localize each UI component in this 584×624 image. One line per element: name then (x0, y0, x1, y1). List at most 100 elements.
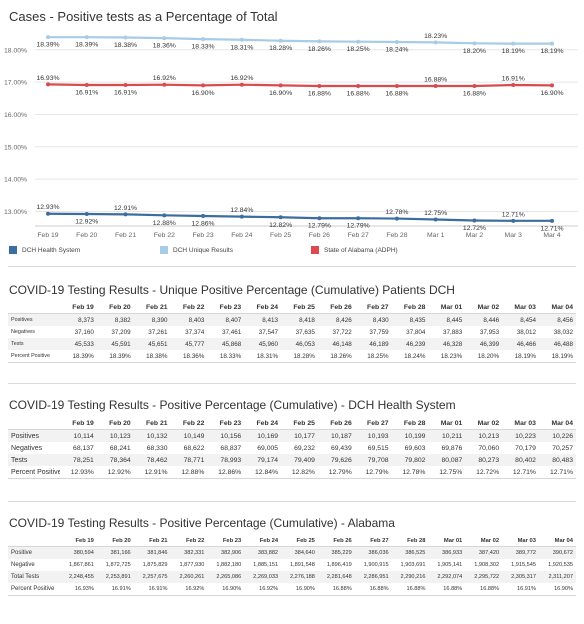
data-point (162, 82, 167, 87)
table-row: Positive 380,594 381,166 381,846 382,331 382,… (8, 546, 576, 559)
table-cell: 10,187 (317, 429, 355, 442)
column-header: Feb 20 (109, 420, 131, 427)
data-label: 18.39% (75, 42, 98, 49)
table-cell: 16.91% (96, 583, 134, 596)
data-label: 18.26% (308, 46, 331, 53)
row-label: Negatives (11, 329, 35, 335)
data-point (278, 38, 283, 43)
table-dch-health-system: Feb 19 Feb 20 Feb 21 Feb 22 Feb 23 Feb 24 Feb … (8, 418, 576, 479)
data-point (239, 214, 244, 219)
column-header: Mar 04 (551, 304, 573, 311)
table-cell: 12.86% (207, 466, 245, 479)
column-header: Feb 20 (109, 304, 131, 311)
table-cell: 16.88% (317, 583, 355, 596)
legend-item-state-of-alabama[interactable]: State of Alabama (ADPH) (311, 246, 398, 254)
data-label: 18.20% (463, 48, 486, 55)
table-cell: 8,390 (133, 313, 171, 326)
column-header: Feb 25 (293, 420, 315, 427)
table-cell: 12.71% (502, 466, 539, 479)
table-row: Tests 78,251 78,364 78,462 78,771 78,993 79,17… (8, 454, 576, 466)
data-label: 16.90% (540, 90, 563, 97)
table-cell: 10,114 (60, 429, 97, 442)
table-cell: 18.33% (207, 350, 245, 363)
data-label: 12.82% (269, 222, 292, 229)
data-point (394, 216, 399, 221)
data-point (201, 213, 206, 218)
table-cell: 18.23% (428, 350, 466, 363)
table-cell: 79,409 (281, 454, 318, 466)
table-cell: 18.39% (96, 350, 134, 363)
table-cell: 10,123 (96, 429, 134, 442)
data-label: 18.38% (114, 42, 137, 49)
table-row: Percent Positive 16.93% 16.91% 16.91% 16.92%… (8, 583, 576, 596)
data-label: 16.92% (153, 75, 176, 82)
y-tick-label: 17.00% (4, 80, 27, 87)
data-label: 12.84% (230, 207, 253, 214)
row-label: Tests (8, 338, 60, 350)
table-cell: 1,867,861 (68, 562, 94, 568)
table-cell: 79,626 (317, 454, 355, 466)
data-label: 16.91% (75, 90, 98, 97)
table-cell: 45,651 (133, 338, 171, 350)
table-cell: 69,876 (441, 444, 463, 452)
column-header: Feb 22 (186, 537, 205, 544)
table-row: Percent Positive 18.39% 18.39% 18.38% 18.36%… (8, 350, 576, 363)
table-cell: 16.93% (60, 583, 97, 596)
column-header: Feb 19 (72, 304, 94, 311)
table-cell: 1,896,419 (326, 562, 352, 568)
table-cell: 18.28% (281, 350, 318, 363)
table-cell: 384,640 (281, 546, 318, 559)
legend-item-dch-unique-results[interactable]: DCH Unique Results (160, 246, 233, 254)
column-header: Mar 01 (443, 537, 463, 544)
data-point (162, 213, 167, 218)
table-cell: 8,430 (354, 313, 392, 326)
data-label: 12.75% (424, 210, 447, 217)
row-label-header (8, 302, 60, 314)
section-divider (8, 383, 576, 384)
table-cell: 387,420 (465, 546, 503, 559)
table-cell: 68,837 (220, 444, 242, 452)
table-cell: 10,132 (133, 429, 171, 442)
legend-item-dch-health-system[interactable]: DCH Health System (9, 246, 80, 254)
table-cell: 1,908,302 (474, 562, 500, 568)
table-cell: 12.82% (281, 466, 318, 479)
table-cell: 69,515 (367, 444, 389, 452)
table-cell: 380,594 (60, 546, 97, 559)
table-cell: 70,179 (515, 444, 536, 452)
table-cell: 18.24% (391, 350, 429, 363)
row-label-header (8, 418, 60, 430)
table-cell: 46,399 (465, 338, 503, 350)
table-cell: 10,149 (170, 429, 208, 442)
column-header: Feb 19 (72, 420, 94, 427)
table-cell: 70,257 (552, 444, 573, 452)
table-cell: 382,331 (170, 546, 208, 559)
data-point (356, 39, 361, 44)
table-cell: 69,439 (330, 444, 352, 452)
table-cell: 80,402 (502, 454, 539, 466)
table-cell: 69,603 (404, 444, 426, 452)
table-cell: 8,373 (60, 313, 97, 326)
data-label: 16.93% (36, 75, 59, 82)
column-header: Feb 23 (219, 304, 242, 311)
table-cell: 80,273 (465, 454, 503, 466)
table-cell: 46,239 (391, 338, 429, 350)
table-cell: 38,032 (553, 328, 573, 336)
y-tick-label: 14.00% (4, 177, 27, 184)
table-cell: 8,426 (317, 313, 355, 326)
data-point (46, 82, 50, 87)
column-header: Mar 04 (551, 420, 573, 427)
table-cell: 12.79% (354, 466, 392, 479)
data-point (278, 83, 283, 88)
table-cell: 2,265,086 (207, 571, 245, 583)
table-cell: 37,759 (369, 328, 389, 336)
table-cell: 12.88% (170, 466, 208, 479)
row-label: Percent Positive (8, 583, 60, 596)
column-header: Feb 21 (149, 537, 168, 544)
column-header: Mar 03 (514, 420, 536, 427)
table-cell: 1,920,535 (548, 562, 573, 568)
table-cell: 1,872,725 (105, 562, 131, 568)
data-label: 16.91% (502, 76, 525, 83)
table-cell: 46,328 (428, 338, 466, 350)
table-cell: 16.92% (244, 583, 282, 596)
legend-swatch (160, 246, 168, 254)
